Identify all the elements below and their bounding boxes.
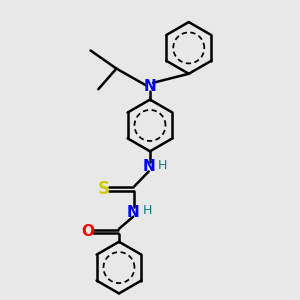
Text: O: O xyxy=(82,224,94,239)
Text: S: S xyxy=(98,180,110,198)
Text: N: N xyxy=(127,205,140,220)
Text: N: N xyxy=(144,79,156,94)
Text: H: H xyxy=(143,204,152,217)
Text: H: H xyxy=(158,159,168,172)
Text: N: N xyxy=(142,159,155,174)
